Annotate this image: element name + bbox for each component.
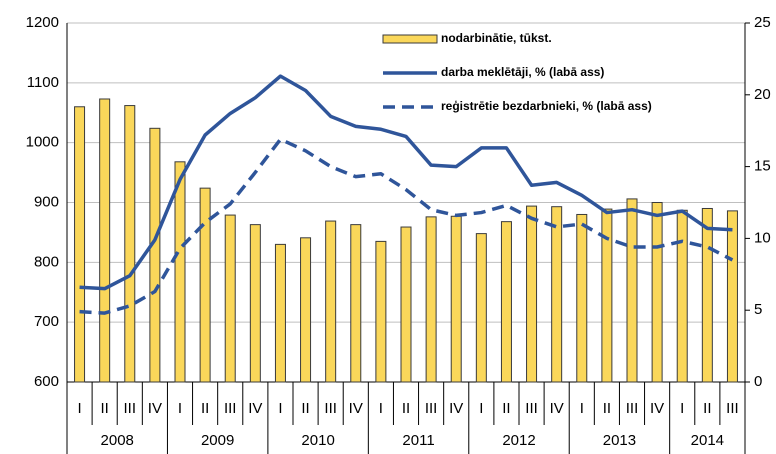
- y-tick-label: 800: [34, 253, 59, 270]
- x-tick-label: IV: [449, 400, 463, 417]
- x-tick-label: I: [379, 400, 383, 417]
- x-tick-label: I: [77, 400, 81, 417]
- bar: [425, 216, 437, 383]
- x-tick-label: IV: [650, 400, 664, 417]
- bar: [475, 233, 487, 383]
- x-tick-label: II: [703, 400, 711, 417]
- y2-tick-label: 0: [754, 373, 762, 390]
- x-group-label: 2011: [402, 432, 434, 449]
- bar: [626, 198, 638, 383]
- x-tick-label: III: [525, 400, 538, 417]
- bar: [701, 207, 713, 383]
- x-tick-label: III: [224, 400, 237, 417]
- bar: [350, 224, 362, 383]
- x-group-label: 2014: [691, 432, 724, 449]
- y-tick-label: 1100: [27, 74, 59, 91]
- y-tick-label: 1200: [26, 14, 59, 31]
- bar: [450, 215, 462, 383]
- bar: [249, 224, 261, 383]
- bar: [174, 161, 186, 383]
- x-tick-label: II: [301, 400, 309, 417]
- bar: [99, 98, 111, 383]
- legend-label: darba meklētāji, % (labā ass): [441, 65, 604, 79]
- bar: [300, 237, 312, 383]
- y-tick-label: 1000: [26, 134, 59, 151]
- x-tick-label: I: [178, 400, 182, 417]
- bar: [676, 209, 688, 383]
- x-tick-label: I: [580, 400, 584, 417]
- bar: [124, 105, 136, 383]
- x-tick-label: I: [479, 400, 483, 417]
- bar: [551, 206, 563, 383]
- x-tick-label: III: [726, 400, 739, 417]
- x-group-label: 2012: [502, 432, 535, 449]
- bar: [601, 208, 613, 383]
- x-tick-label: III: [626, 400, 639, 417]
- y2-tick-label: 20: [754, 86, 771, 103]
- bar: [274, 243, 286, 383]
- bar: [500, 221, 512, 383]
- y2-tick-label: 10: [754, 229, 771, 246]
- x-tick-label: IV: [550, 400, 564, 417]
- legend-label: reģistrētie bezdarbnieki, % (labā ass): [441, 99, 652, 113]
- x-tick-label: II: [402, 400, 410, 417]
- bar: [400, 226, 412, 383]
- y2-tick-label: 25: [754, 14, 771, 31]
- line-series: [79, 137, 734, 315]
- x-tick-label: IV: [248, 400, 262, 417]
- x-tick-label: IV: [349, 400, 363, 417]
- bar: [375, 240, 387, 383]
- x-tick-label: III: [425, 400, 438, 417]
- bar: [576, 213, 588, 383]
- x-tick-label: III: [124, 400, 137, 417]
- x-tick-label: II: [603, 400, 611, 417]
- x-tick-label: II: [502, 400, 510, 417]
- x-tick-label: III: [324, 400, 337, 417]
- x-group-label: 2013: [603, 432, 636, 449]
- y2-tick-label: 5: [754, 301, 762, 318]
- x-tick-label: II: [201, 400, 209, 417]
- line-series: [79, 74, 733, 291]
- x-group-label: 2009: [201, 432, 234, 449]
- bar: [526, 205, 538, 383]
- y2-tick-label: 15: [754, 158, 771, 175]
- legend-label: nodarbinātie, tūkst.: [441, 31, 552, 45]
- bar: [726, 210, 738, 383]
- x-tick-label: IV: [148, 400, 162, 417]
- bar: [651, 202, 663, 383]
- y-tick-label: 900: [34, 193, 59, 210]
- y-tick-label: 700: [34, 313, 59, 330]
- x-group-label: 2008: [101, 432, 134, 449]
- bar: [224, 214, 236, 383]
- legend-swatch: [382, 34, 438, 44]
- x-group-label: 2010: [301, 432, 334, 449]
- bar: [325, 220, 337, 383]
- bar: [149, 127, 161, 383]
- bar: [199, 187, 211, 383]
- bar: [74, 106, 86, 383]
- x-tick-label: I: [680, 400, 684, 417]
- y-tick-label: 600: [34, 373, 59, 390]
- x-tick-label: II: [100, 400, 108, 417]
- x-tick-label: I: [278, 400, 282, 417]
